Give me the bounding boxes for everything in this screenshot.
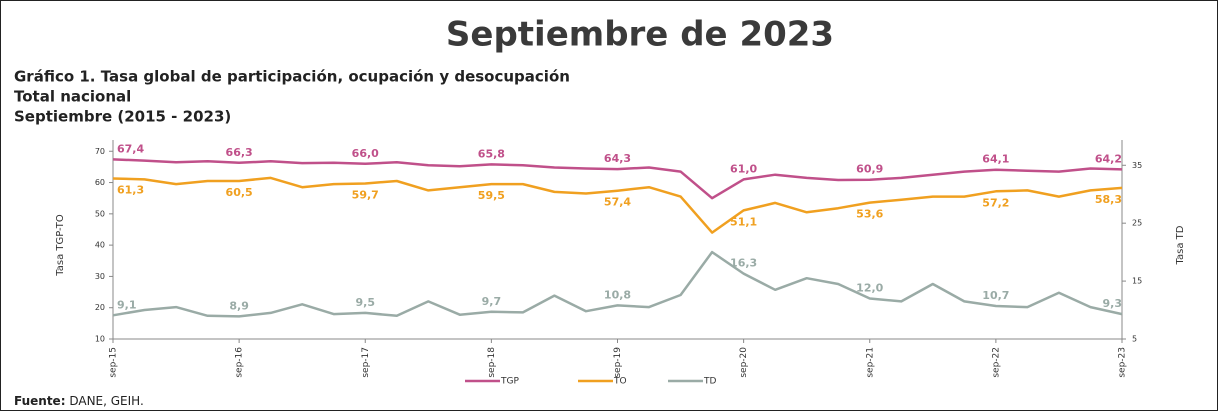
series-line: [112, 176, 1123, 234]
y-tick-label: 40: [95, 241, 105, 250]
data-label: 60,9: [856, 163, 883, 176]
source: Fuente: DANE, GEIH.: [14, 394, 144, 408]
series-line: [112, 158, 1123, 200]
data-label: 59,5: [478, 189, 505, 202]
x-tick-label: sep-18: [487, 347, 497, 378]
subtitle: Septiembre (2015 - 2023): [14, 108, 231, 126]
x-tick-label: sep-17: [361, 347, 371, 378]
y-tick-label: 20: [95, 303, 105, 312]
chart-title: Septiembre de 2023: [446, 15, 834, 55]
source-label: Fuente:: [14, 394, 66, 408]
x-tick-label: sep-19: [613, 347, 623, 378]
y-tick-label: 10: [95, 335, 105, 344]
data-label: 61,0: [730, 162, 757, 175]
legend-label: TO: [613, 377, 627, 387]
y2-tick-label: 15: [1132, 277, 1142, 286]
data-label: 64,2: [1095, 152, 1122, 165]
data-label: 61,3: [117, 183, 144, 196]
legend-label: TGP: [500, 377, 519, 387]
data-label: 67,4: [117, 142, 144, 155]
x-tick-label: sep-20: [739, 347, 749, 378]
data-label: 53,6: [856, 208, 883, 221]
data-label: 9,7: [482, 295, 502, 308]
data-label: 66,3: [226, 146, 253, 159]
x-tick-label: sep-15: [109, 347, 119, 378]
x-tick-label: sep-22: [991, 347, 1001, 378]
data-label: 59,7: [352, 188, 379, 201]
data-label: 10,8: [604, 288, 631, 301]
y2-tick-label: 25: [1132, 219, 1142, 228]
data-label: 60,5: [226, 186, 253, 199]
series-line: [112, 250, 1123, 318]
data-label: 10,7: [982, 289, 1009, 302]
y-axis-label: Tasa TGP-TO: [55, 214, 66, 277]
data-label: 51,1: [730, 215, 757, 228]
x-tick-label: sep-23: [1118, 347, 1128, 378]
source-text: DANE, GEIH.: [69, 394, 143, 408]
y2-axis-label: Tasa TD: [1175, 225, 1186, 265]
data-label: 57,4: [604, 196, 631, 209]
y2-tick-label: 5: [1132, 335, 1137, 344]
x-tick-label: sep-16: [235, 347, 245, 378]
data-label: 12,0: [856, 281, 883, 294]
y-tick-label: 30: [95, 272, 105, 281]
y-tick-label: 60: [95, 178, 105, 187]
data-label: 64,3: [604, 152, 631, 165]
data-label: 9,5: [356, 296, 376, 309]
data-label: 58,3: [1095, 193, 1122, 206]
data-label: 9,3: [1103, 297, 1123, 310]
data-label: 16,3: [730, 257, 757, 270]
y-tick-label: 50: [95, 209, 105, 218]
data-label: 8,9: [229, 299, 249, 312]
data-label: 57,2: [982, 196, 1009, 209]
data-label: 66,0: [352, 147, 379, 160]
data-label: 65,8: [478, 147, 505, 160]
y-tick-label: 70: [95, 147, 105, 156]
subtitle: Total nacional: [14, 88, 131, 106]
legend-label: TD: [703, 377, 716, 387]
y2-tick-label: 35: [1132, 161, 1142, 170]
data-label: 64,1: [982, 153, 1009, 166]
data-label: 9,1: [117, 298, 137, 311]
subtitle: Gráfico 1. Tasa global de participación,…: [14, 68, 570, 86]
x-tick-label: sep-21: [865, 347, 875, 378]
